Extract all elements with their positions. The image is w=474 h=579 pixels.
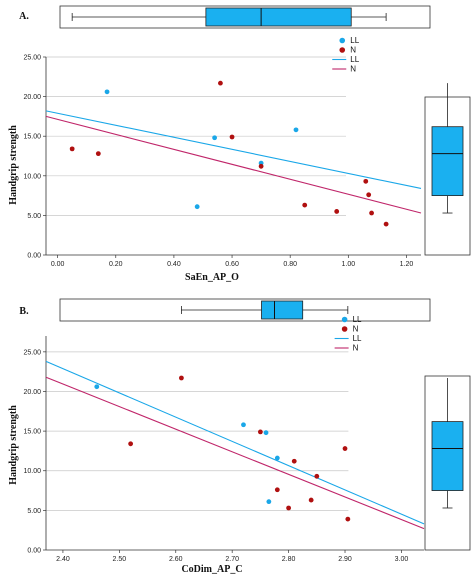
legend-marker-n — [341, 326, 348, 332]
point-ll — [274, 455, 280, 461]
point-n — [286, 505, 291, 511]
point-n — [128, 441, 134, 447]
legend-marker-n — [339, 47, 346, 53]
fit-line-n — [45, 115, 422, 214]
fit-line-ll — [45, 360, 425, 525]
top-boxplot-frame — [59, 298, 431, 322]
point-n — [257, 429, 263, 435]
point-ll — [293, 127, 299, 133]
y-tick-label: 10.00 — [23, 173, 41, 180]
x-axis-label: SaEn_AP_O — [185, 272, 239, 283]
point-ll — [263, 430, 269, 436]
point-n — [369, 210, 374, 216]
point-n — [229, 134, 235, 140]
y-tick-label: 25.00 — [23, 55, 41, 62]
y-tick-label: 5.00 — [27, 213, 41, 220]
point-n — [366, 192, 372, 198]
y-tick-label: 5.00 — [27, 508, 41, 515]
x-tick-label: 1.20 — [400, 261, 414, 268]
panel-label: B. — [19, 306, 29, 317]
y-tick-label: 15.00 — [23, 429, 41, 436]
point-n — [314, 473, 320, 479]
x-tick-label: 2.40 — [56, 556, 70, 563]
y-tick-label: 20.00 — [23, 389, 41, 396]
top-boxplot-box — [261, 300, 304, 320]
x-axis-label: CoDim_AP_C — [181, 564, 242, 575]
x-tick-label: 0.80 — [283, 261, 297, 268]
point-n — [95, 151, 101, 157]
right-boxplot-box — [431, 421, 464, 491]
x-tick-label: 0.60 — [225, 261, 239, 268]
point-n — [179, 375, 184, 381]
x-tick-label: 3.00 — [395, 556, 409, 563]
y-tick-label: 15.00 — [23, 134, 41, 141]
right-boxplot-frame — [424, 375, 471, 551]
x-tick-label: 2.70 — [225, 556, 239, 563]
x-tick-label: 2.80 — [282, 556, 296, 563]
y-tick-label: 0.00 — [27, 253, 41, 260]
point-ll — [94, 384, 100, 390]
y-tick-label: 10.00 — [23, 468, 41, 475]
legend-marker-ll — [341, 316, 348, 323]
point-n — [291, 458, 297, 464]
point-n — [69, 146, 75, 152]
legend-label: LL — [353, 334, 362, 343]
point-ll — [212, 135, 218, 141]
x-tick-label: 1.00 — [342, 261, 356, 268]
y-tick-label: 25.00 — [23, 349, 41, 356]
legend-label: N — [353, 325, 359, 334]
point-n — [218, 80, 223, 86]
point-ll — [266, 499, 272, 505]
panel-b: B. 0.00 5.00 10.00 15.00 20.00 25.00 2.40 2.50 2.… — [8, 298, 471, 575]
x-tick-label: 0.20 — [109, 261, 123, 268]
top-boxplot-frame — [59, 5, 431, 29]
x-tick-label: 2.90 — [338, 556, 352, 563]
top-boxplot-box — [205, 7, 352, 27]
panel-label: A. — [19, 11, 29, 22]
point-n — [342, 446, 348, 451]
fit-line-ll — [45, 110, 422, 190]
point-ll — [104, 89, 110, 95]
legend-label: LL — [353, 315, 362, 324]
point-n — [258, 163, 264, 169]
point-n — [383, 221, 389, 227]
point-n — [345, 516, 351, 522]
point-n — [334, 209, 340, 214]
point-ll — [241, 422, 246, 428]
legend-label: N — [353, 344, 359, 353]
x-tick-label: 0.00 — [51, 261, 65, 268]
legend-label: LL — [350, 36, 359, 45]
fit-line-n — [45, 376, 425, 530]
x-tick-label: 2.50 — [113, 556, 127, 563]
x-tick-label: 0.40 — [167, 261, 181, 268]
point-n — [302, 202, 308, 208]
legend-label: N — [350, 65, 356, 74]
y-tick-label: 20.00 — [23, 94, 41, 101]
legend-label: N — [350, 46, 356, 55]
point-n — [274, 487, 280, 493]
point-ll — [194, 204, 200, 210]
legend-label: LL — [350, 55, 359, 64]
panel-a: A. 0.00 5.00 10.00 15.00 20.00 25.00 0.00 0.20 0.… — [8, 5, 471, 283]
y-tick-label: 0.00 — [27, 548, 41, 555]
y-axis-label: Handgrip strength — [8, 405, 19, 485]
point-n — [308, 497, 314, 503]
legend-marker-ll — [339, 37, 346, 44]
right-boxplot-box — [431, 126, 464, 196]
x-tick-label: 2.60 — [169, 556, 183, 563]
y-axis-label: Handgrip strength — [8, 125, 19, 205]
point-n — [363, 178, 369, 184]
